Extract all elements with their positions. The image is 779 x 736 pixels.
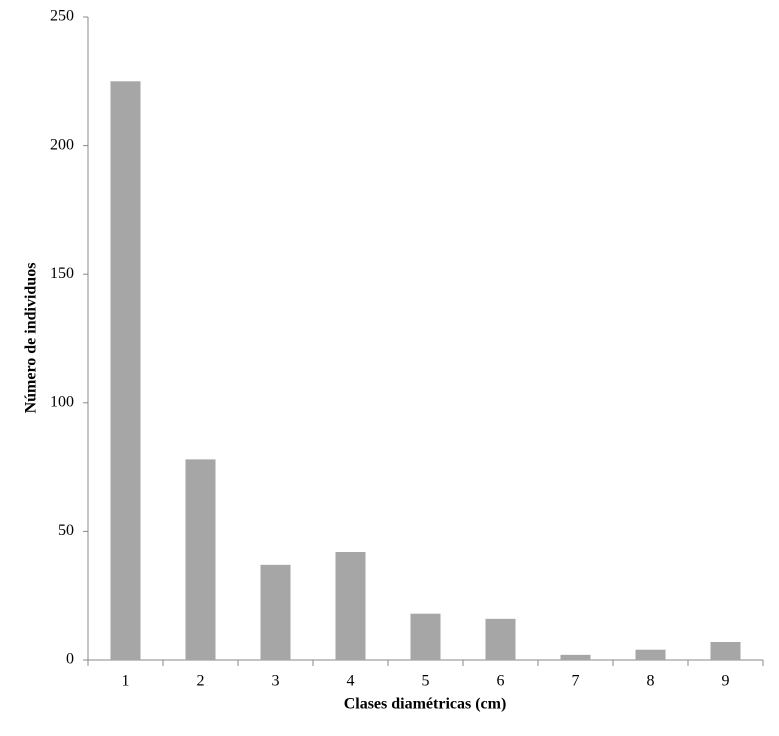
bar xyxy=(110,81,141,661)
y-tick-label: 50 xyxy=(58,522,74,539)
bar xyxy=(335,551,366,660)
bar xyxy=(635,649,666,660)
y-tick-label: 200 xyxy=(50,136,74,153)
x-tick-label: 5 xyxy=(422,673,430,690)
x-tick-label: 2 xyxy=(197,673,205,690)
bar xyxy=(260,564,291,660)
x-tick-label: 8 xyxy=(647,673,655,690)
x-tick-label: 9 xyxy=(722,673,730,690)
bar xyxy=(410,613,441,660)
y-tick-label: 250 xyxy=(50,8,74,25)
bar xyxy=(485,618,516,660)
bar xyxy=(560,654,591,660)
x-tick-label: 1 xyxy=(122,673,130,690)
y-tick-label: 0 xyxy=(66,651,74,668)
bar xyxy=(185,459,216,660)
bar xyxy=(710,641,741,660)
y-axis-label: Número de individuos xyxy=(23,263,40,414)
x-tick-label: 4 xyxy=(347,673,355,690)
x-tick-label: 3 xyxy=(272,673,280,690)
x-axis-label: Clases diamétricas (cm) xyxy=(344,696,507,713)
x-tick-label: 7 xyxy=(572,673,580,690)
y-tick-label: 100 xyxy=(50,393,74,410)
x-tick-label: 6 xyxy=(497,673,505,690)
y-tick-label: 150 xyxy=(50,265,74,282)
